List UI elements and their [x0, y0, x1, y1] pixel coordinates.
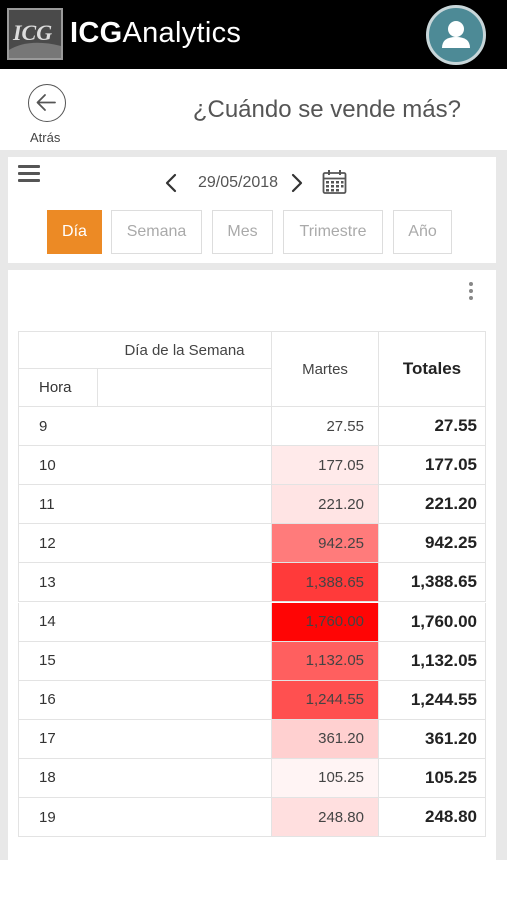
heat-value-cell: 942.25 — [272, 524, 379, 564]
heat-value-cell: 221.20 — [272, 485, 379, 525]
app-title: ICGAnalytics — [70, 17, 241, 50]
brand-bold: ICG — [70, 17, 123, 49]
total-value-cell: 1,388.65 — [379, 563, 486, 603]
row-hour-label: 12 — [18, 524, 272, 564]
app-logo: ICG — [7, 8, 63, 60]
heat-value-cell: 361.20 — [272, 719, 379, 759]
column-header-martes: Martes — [272, 331, 379, 407]
avatar-icon — [442, 21, 470, 48]
total-value-cell: 105.25 — [379, 758, 486, 798]
row-hour-label: 11 — [18, 485, 272, 525]
total-value-cell: 221.20 — [379, 485, 486, 525]
period-year-button[interactable]: Año — [393, 210, 452, 254]
page-header — [0, 69, 507, 150]
total-value-cell: 1,760.00 — [379, 602, 486, 642]
total-value-cell: 177.05 — [379, 446, 486, 486]
heat-value-cell: 1,388.65 — [272, 563, 379, 603]
page-title: ¿Cuándo se vende más? — [192, 96, 461, 123]
row-hour-label: 19 — [18, 798, 272, 838]
row-hour-label: 10 — [18, 446, 272, 486]
total-value-cell: 1,132.05 — [379, 641, 486, 681]
row-hour-label: 9 — [18, 407, 272, 447]
kebab-icon[interactable] — [469, 282, 475, 302]
totals-header: Totales — [379, 331, 486, 407]
row-hour-label: 18 — [18, 758, 272, 798]
heat-value-cell: 177.05 — [272, 446, 379, 486]
row-hour-label: 16 — [18, 680, 272, 720]
heat-value-cell: 27.55 — [272, 407, 379, 447]
heat-value-cell: 248.80 — [272, 798, 379, 838]
chevron-right-icon[interactable] — [290, 172, 304, 194]
back-arrow-icon — [36, 94, 56, 111]
bottom-bar — [0, 860, 507, 900]
row-hour-label: 15 — [18, 641, 272, 681]
row-hour-label: 17 — [18, 719, 272, 759]
back-button[interactable] — [28, 84, 66, 122]
total-value-cell: 361.20 — [379, 719, 486, 759]
heat-value-cell: 1,760.00 — [272, 602, 379, 642]
back-label[interactable]: Atrás — [30, 130, 61, 145]
header-corner — [18, 331, 98, 369]
heat-value-cell: 105.25 — [272, 758, 379, 798]
total-value-cell: 27.55 — [379, 407, 486, 447]
total-value-cell: 248.80 — [379, 798, 486, 838]
top-bar — [0, 0, 507, 69]
total-value-cell: 1,244.55 — [379, 680, 486, 720]
heat-value-cell: 1,244.55 — [272, 680, 379, 720]
period-day-button[interactable]: Día — [47, 210, 102, 254]
heat-value-cell: 1,132.05 — [272, 641, 379, 681]
period-quarter-button[interactable]: Trimestre — [283, 210, 383, 254]
period-month-button[interactable]: Mes — [212, 210, 273, 254]
period-week-button[interactable]: Semana — [111, 210, 202, 254]
row-hour-label: 13 — [18, 563, 272, 603]
menu-icon[interactable] — [18, 165, 40, 183]
calendar-icon[interactable] — [322, 169, 347, 195]
selected-date[interactable]: 29/05/2018 — [198, 174, 279, 191]
dimension-header: Día de la Semana — [98, 331, 272, 369]
svg-text:ICG: ICG — [12, 20, 52, 45]
avatar[interactable] — [426, 5, 486, 65]
header-spacer — [98, 369, 272, 407]
row-header-hora: Hora — [18, 369, 98, 407]
brand-light: Analytics — [122, 17, 242, 49]
total-value-cell: 942.25 — [379, 524, 486, 564]
chevron-left-icon[interactable] — [164, 172, 178, 194]
row-hour-label: 14 — [18, 602, 272, 642]
